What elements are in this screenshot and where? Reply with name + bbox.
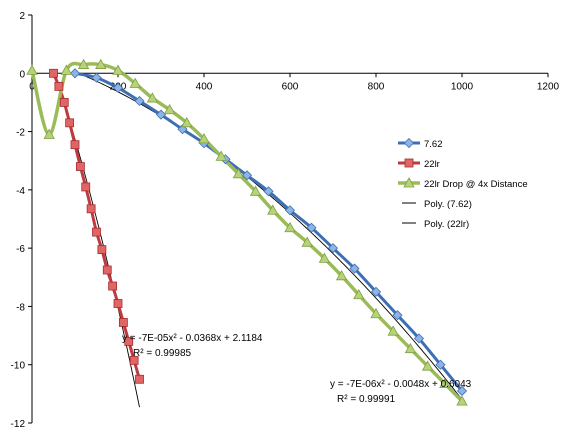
data-point-22lr-4x <box>318 252 331 263</box>
data-point-22lr-4x <box>163 103 176 115</box>
data-point-7-62 <box>392 310 403 321</box>
data-point-22lr <box>54 82 64 91</box>
data-point-22lr <box>70 140 80 150</box>
data-point-22lr-4x <box>249 185 262 196</box>
legend-label: 7.62 <box>424 139 443 150</box>
data-point-22lr <box>102 265 112 275</box>
data-point-22lr-4x <box>198 133 210 144</box>
data-point-22lr-4x <box>267 204 279 215</box>
legend-label: 22lr <box>424 159 440 170</box>
y-tick-label: -2 <box>16 128 25 139</box>
data-point-22lr <box>59 98 69 107</box>
data-point-22lr-4x <box>404 342 417 354</box>
legend-marker-7-62 <box>403 137 415 149</box>
x-tick-label: 400 <box>196 81 213 92</box>
y-tick-label: -8 <box>16 302 25 313</box>
data-point-22lr <box>75 162 85 171</box>
data-point-22lr <box>81 182 91 192</box>
legend-label: 22lr Drop @ 4x Distance <box>424 179 528 190</box>
data-point-22lr-4x <box>335 270 348 281</box>
legend-marker-22lr-4x <box>403 177 415 188</box>
data-point-22lr <box>49 68 58 78</box>
data-point-22lr <box>65 118 75 128</box>
data-point-22lr <box>118 318 128 327</box>
data-point-22lr-4x <box>284 221 296 233</box>
data-point-22lr <box>124 336 134 346</box>
data-point-7-62 <box>327 243 339 254</box>
data-point-22lr-4x <box>232 168 245 179</box>
data-point-7-62 <box>263 186 274 197</box>
data-point-7-62 <box>134 95 145 107</box>
data-point-22lr-4x <box>301 236 313 247</box>
data-point-22lr-4x <box>181 117 193 128</box>
data-point-7-62 <box>177 124 188 135</box>
legend: 7.62 22lr 22lr Drop @ 4x Distance Poly. (7.… <box>398 137 528 230</box>
y-tick-label: 0 <box>19 69 25 80</box>
data-point-22lr-4x <box>77 58 90 69</box>
data-point-7-62 <box>69 68 81 79</box>
data-point-22lr-4x <box>387 325 399 336</box>
y-tick-label: -10 <box>11 361 26 372</box>
x-tick-label: 1200 <box>537 81 560 92</box>
y-tick-label: -6 <box>16 244 25 255</box>
x-tick-label: 1000 <box>451 81 474 92</box>
x-tick-label: 600 <box>282 81 299 92</box>
r-squared-label-22lr: R² = 0.99985 <box>133 348 192 359</box>
equation-label-7-62: y = -7E-06x² - 0.0048x + 0.6043 <box>330 379 472 390</box>
r-squared-label-7-62: R² = 0.99991 <box>337 394 396 405</box>
legend-marker-22lr <box>404 158 414 168</box>
data-point-22lr-4x <box>353 288 365 300</box>
equation-label-22lr: y = -7E-05x² - 0.0368x + 2.1184 <box>122 333 263 344</box>
y-tick-label: -4 <box>16 186 25 197</box>
data-point-22lr-4x <box>215 150 227 161</box>
data-point-22lr-4x <box>129 77 141 88</box>
data-point-22lr-4x <box>146 92 159 103</box>
equation-labels: y = -7E-06x² - 0.0048x + 0.6043 R² = 0.9… <box>122 333 472 405</box>
series-layer <box>26 58 468 406</box>
x-tick-label: 800 <box>368 81 385 92</box>
legend-label: Poly. (22lr) <box>424 219 469 230</box>
legend-label: Poly. (7.62) <box>424 199 472 210</box>
data-point-22lr-4x <box>26 64 38 75</box>
data-point-22lr-4x <box>43 128 55 139</box>
data-point-7-62 <box>413 333 425 344</box>
data-point-22lr <box>97 245 107 255</box>
data-point-22lr <box>92 227 101 237</box>
data-point-22lr <box>108 281 118 291</box>
y-tick-label: 2 <box>19 11 25 22</box>
data-point-22lr <box>86 204 96 214</box>
data-point-7-62 <box>349 263 360 274</box>
x-tick-label: 0 <box>29 81 35 92</box>
data-point-22lr-4x <box>370 307 382 319</box>
data-point-22lr-4x <box>60 64 73 75</box>
data-point-7-62 <box>112 82 124 93</box>
data-point-22lr-4x <box>95 58 107 69</box>
data-point-7-62 <box>91 72 102 83</box>
data-point-7-62 <box>435 359 446 370</box>
data-point-22lr-4x <box>112 64 124 75</box>
data-point-22lr-4x <box>421 360 434 371</box>
data-point-22lr <box>135 374 144 384</box>
data-point-7-62 <box>306 222 317 233</box>
data-point-22lr-4x <box>456 395 468 406</box>
data-point-7-62 <box>155 109 167 120</box>
data-point-7-62 <box>370 286 382 297</box>
data-point-7-62 <box>241 170 253 181</box>
data-point-22lr <box>129 355 139 365</box>
data-point-7-62 <box>284 205 296 216</box>
y-tick-label: -12 <box>11 419 26 430</box>
data-point-22lr-4x <box>439 377 451 389</box>
data-point-22lr <box>113 299 123 308</box>
